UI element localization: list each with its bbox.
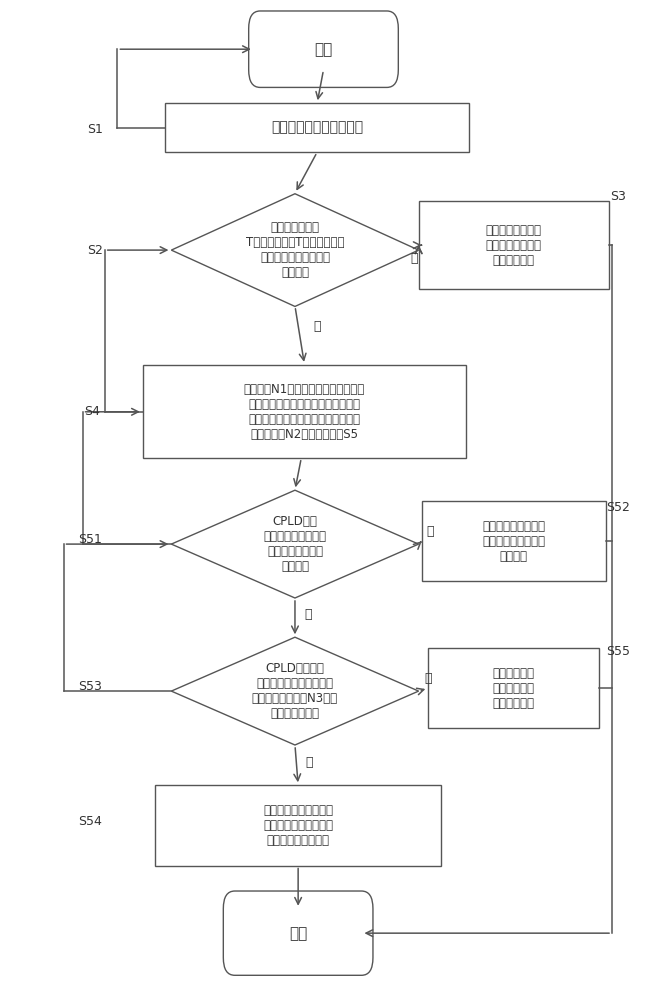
Text: CPLD对嵌
入式系统供电电压进
行检测，电压状态
是否正常: CPLD对嵌 入式系统供电电压进 行检测，电压状态 是否正常 (263, 515, 327, 573)
Text: S52: S52 (606, 501, 630, 514)
Text: 运行指示灯显示正
常，定期对标志位
进行异常检测: 运行指示灯显示正 常，定期对标志位 进行异常检测 (486, 224, 542, 267)
Text: 结束: 结束 (289, 926, 307, 941)
Text: CPLD控制切断
嵌入式系统电源，再次对
供电电压连续检测N3次，
电压是否均正常: CPLD控制切断 嵌入式系统电源，再次对 供电电压连续检测N3次， 电压是否均正… (252, 662, 338, 720)
Text: 切断电源，运行故障
指示灯亮，判定软件
无法启动: 切断电源，运行故障 指示灯亮，判定软件 无法启动 (482, 520, 545, 563)
Bar (428, 648, 599, 728)
Text: 否: 否 (424, 672, 432, 685)
Text: S1: S1 (87, 123, 103, 136)
Text: 重复检测N1次，若标志位状态均为异
常，嵌入式处理器掉电后重新上电，
并再次进入系统上电判断，若连续重
新上电失败N2次，执行步骤S5: 重复检测N1次，若标志位状态均为异 常，嵌入式处理器掉电后重新上电， 并再次进入… (244, 383, 365, 441)
Text: 是: 是 (426, 525, 433, 538)
Text: S4: S4 (84, 405, 100, 418)
Text: S53: S53 (78, 680, 102, 693)
Polygon shape (171, 194, 419, 306)
Text: S2: S2 (87, 244, 103, 257)
Text: 是: 是 (306, 756, 313, 769)
Bar (155, 785, 441, 866)
Bar (422, 501, 606, 581)
Bar (419, 201, 609, 289)
Polygon shape (171, 637, 419, 745)
Text: S55: S55 (606, 645, 630, 658)
Text: 判断供电电源
异常，电源指
示灯故障告警: 判断供电电源 异常，电源指 示灯故障告警 (493, 667, 534, 710)
Text: S3: S3 (610, 190, 626, 203)
Text: 是: 是 (410, 252, 418, 265)
Text: 上电后，嵌入式系统启动: 上电后，嵌入式系统启动 (271, 121, 363, 135)
Polygon shape (171, 490, 419, 598)
Text: 否: 否 (305, 608, 312, 621)
Text: S54: S54 (78, 815, 102, 828)
Text: 提供一上电时间
T，经上电时间T之后检测嵌入
式系统软件状态标志位
是否正常: 提供一上电时间 T，经上电时间T之后检测嵌入 式系统软件状态标志位 是否正常 (246, 221, 344, 279)
Text: 否: 否 (313, 320, 321, 333)
FancyBboxPatch shape (223, 891, 373, 975)
Bar (165, 103, 469, 152)
FancyBboxPatch shape (248, 11, 399, 87)
Text: 判断嵌入式系统硬件故
障，断开电源，处理器
硬件指示灯故障告警: 判断嵌入式系统硬件故 障，断开电源，处理器 硬件指示灯故障告警 (263, 804, 333, 847)
Text: 开始: 开始 (314, 42, 333, 57)
Text: S51: S51 (78, 533, 102, 546)
Bar (143, 365, 466, 458)
